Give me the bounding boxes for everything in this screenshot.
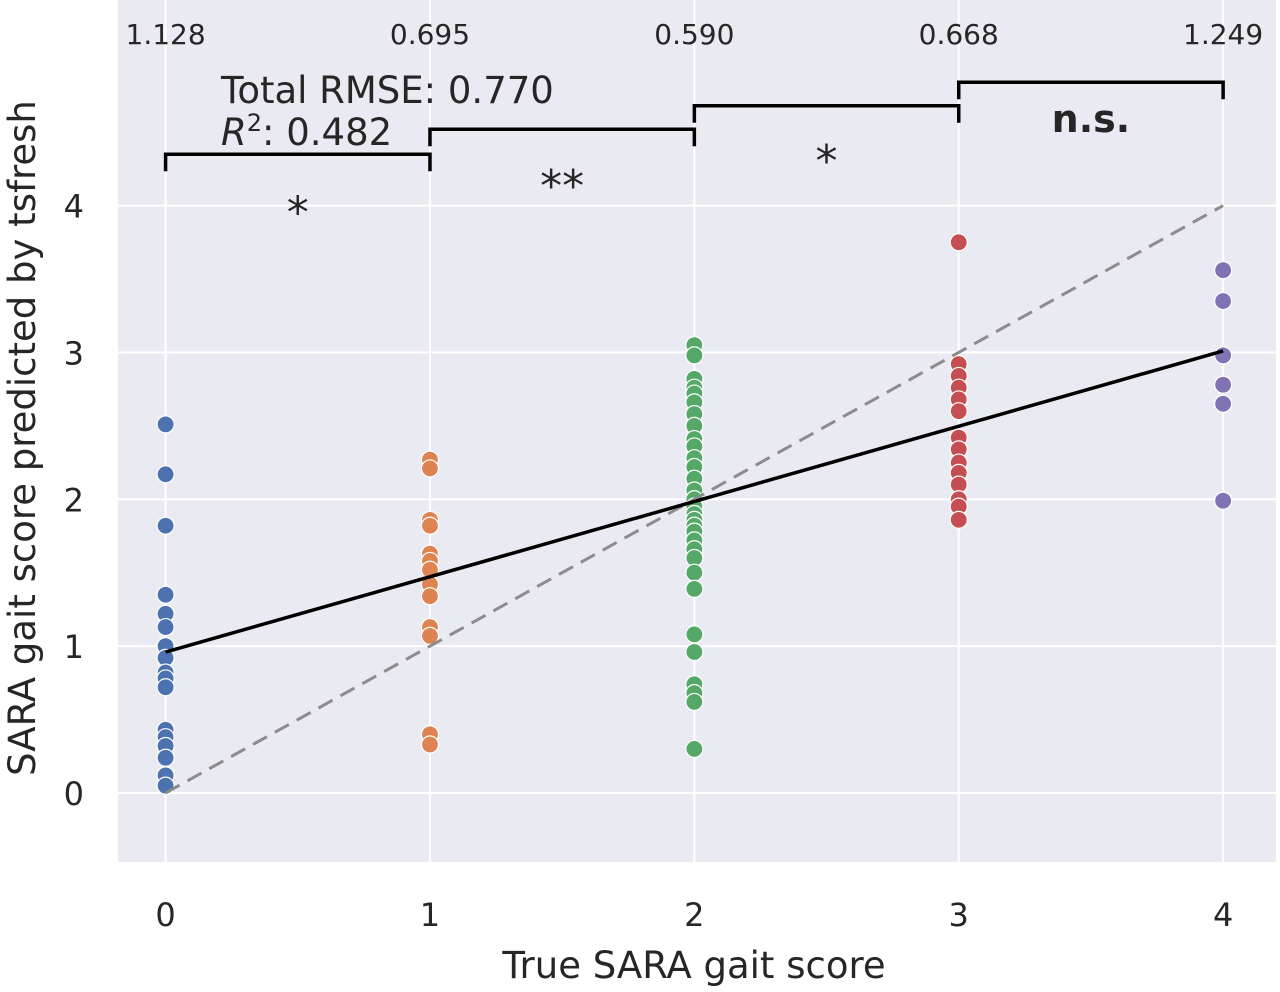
x-tick-label: 1 — [420, 896, 440, 934]
r2-symbol: R — [221, 111, 247, 154]
data-point — [156, 678, 175, 697]
data-point — [420, 516, 440, 535]
r2-superscript: 2 — [247, 109, 262, 137]
data-point — [685, 563, 704, 582]
class-rmse-label: 1.249 — [1183, 18, 1263, 51]
data-point — [156, 748, 175, 767]
data-point — [1214, 261, 1233, 280]
data-point — [420, 587, 440, 606]
class-rmse-label: 0.695 — [390, 18, 470, 51]
r2-value: : 0.482 — [262, 111, 392, 154]
class-rmse-label: 1.128 — [126, 18, 206, 51]
significance-bracket — [163, 152, 432, 172]
data-point — [949, 510, 968, 529]
data-point — [685, 739, 704, 759]
data-points — [156, 233, 1233, 795]
data-point — [420, 735, 440, 754]
data-point — [156, 585, 175, 604]
x-tick-label: 3 — [949, 896, 969, 934]
data-point — [1214, 491, 1233, 510]
y-axis-label: SARA gait score predicted by tsfresh — [1, 100, 44, 776]
y-tick-label: 3 — [64, 334, 84, 372]
significance-bracket — [692, 103, 961, 123]
data-point — [685, 346, 704, 365]
data-point — [1214, 375, 1233, 394]
per-class-rmse-labels: 1.128 0.695 0.590 0.668 1.249 — [126, 18, 1264, 51]
significance-label: ** — [540, 161, 584, 212]
x-tick-label: 2 — [684, 896, 704, 934]
r2-annotation: R2: 0.482 — [221, 109, 392, 154]
y-tick-label: 1 — [64, 628, 84, 666]
identity-line — [164, 204, 1224, 795]
class-rmse-label: 0.590 — [654, 18, 734, 51]
y-tick-label: 0 — [64, 775, 84, 813]
y-tick-label: 4 — [64, 188, 84, 226]
x-axis-label: True SARA gait score — [501, 944, 885, 987]
data-point — [156, 465, 175, 484]
regression-line — [165, 349, 1224, 654]
data-point — [1214, 346, 1233, 365]
data-point — [1214, 394, 1233, 413]
data-point — [685, 692, 704, 712]
significance-brackets: *** *n.s. — [163, 80, 1225, 239]
data-point — [420, 459, 440, 478]
significance-label: * — [287, 188, 309, 239]
class-rmse-label: 0.668 — [919, 18, 999, 51]
data-point — [949, 402, 968, 421]
data-point — [156, 516, 175, 535]
reference-lines — [164, 204, 1224, 795]
data-point — [685, 579, 704, 598]
data-point — [156, 617, 175, 637]
significance-bracket — [956, 80, 1225, 100]
x-tick-label: 0 — [155, 896, 175, 934]
x-tick-label: 4 — [1213, 896, 1233, 934]
significance-label: n.s. — [1052, 97, 1131, 141]
significance-label: * — [816, 136, 838, 187]
total-rmse-annotation: Total RMSE: 0.770 — [220, 69, 554, 112]
data-point — [685, 642, 704, 662]
data-point — [156, 415, 175, 434]
significance-bracket — [428, 127, 697, 147]
axis-ticks: 0 1 2 3 4 0 1 2 3 4 — [64, 188, 1234, 934]
y-tick-label: 2 — [64, 481, 84, 519]
data-point — [949, 233, 968, 252]
data-point — [420, 626, 440, 645]
data-point — [1214, 291, 1233, 311]
data-point — [685, 625, 704, 644]
